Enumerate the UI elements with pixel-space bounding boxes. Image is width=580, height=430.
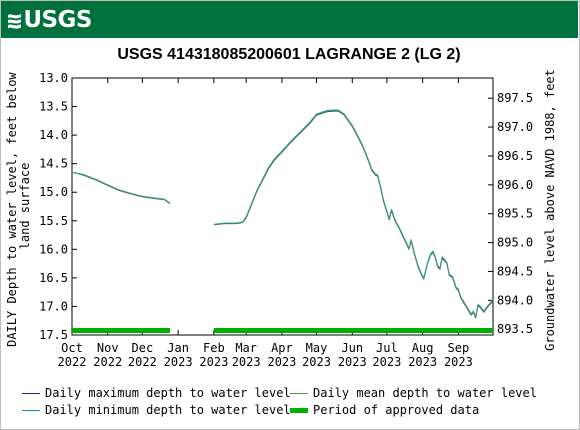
left-tick-label: 14.0 <box>39 128 68 142</box>
series-line-mean <box>71 171 171 204</box>
right-tick-label: 896.5 <box>497 149 533 163</box>
chart-legend: Daily maximum depth to water level Daily… <box>22 385 562 423</box>
x-tick-month: Nov <box>97 341 119 355</box>
right-tick-label: 893.5 <box>497 322 533 336</box>
x-tick-year: 2023 <box>372 355 401 369</box>
right-tick-label: 894.0 <box>497 293 533 307</box>
left-tick-label: 16.0 <box>39 242 68 256</box>
legend-item-max: Daily maximum depth to water level <box>22 385 291 401</box>
legend-swatch-max <box>22 392 40 394</box>
left-tick-label: 17.0 <box>39 299 68 313</box>
x-tick-month: Sep <box>448 341 470 355</box>
x-tick-year: 2023 <box>267 355 296 369</box>
x-tick-year: 2023 <box>199 355 228 369</box>
x-tick-month: Jul <box>376 341 398 355</box>
x-tick-month: Feb <box>203 341 225 355</box>
x-tick-year: 2023 <box>444 355 473 369</box>
plot-area <box>71 77 494 336</box>
x-tick-month: Aug <box>412 341 434 355</box>
left-tick-label: 13.0 <box>39 71 68 85</box>
approved-data-bars <box>72 328 494 333</box>
series-line-max <box>71 171 171 205</box>
right-tick-label: 895.0 <box>497 236 533 250</box>
x-tick-month: May <box>306 341 328 355</box>
usgs-banner: USGS <box>1 1 578 38</box>
series-line-min <box>213 109 494 318</box>
x-tick-month: Jun <box>341 341 363 355</box>
right-tick-label: 896.0 <box>497 178 533 192</box>
right-tick-label: 897.5 <box>497 91 533 105</box>
right-tick-label: 897.0 <box>497 120 533 134</box>
x-tick-year: 2023 <box>408 355 437 369</box>
x-tick-year: 2023 <box>338 355 367 369</box>
left-tick-label: 15.0 <box>39 185 68 199</box>
approved-period-bar <box>72 328 171 333</box>
x-tick-month: Jan <box>167 341 189 355</box>
x-tick-year: 2023 <box>302 355 331 369</box>
usgs-wave-icon <box>8 13 22 29</box>
legend-swatch-approved <box>290 407 308 413</box>
approved-period-bar <box>213 328 494 333</box>
left-axis-label: DAILY Depth to water level, feet below l… <box>5 65 32 347</box>
x-tick-month: Dec <box>132 341 154 355</box>
x-tick-month: Apr <box>271 341 293 355</box>
right-tick-label: 894.5 <box>497 264 533 278</box>
left-tick-label: 15.5 <box>39 214 68 228</box>
series-line-mean <box>213 110 494 318</box>
x-tick-year: 2022 <box>128 355 157 369</box>
series-line-max <box>213 110 494 319</box>
left-tick-label: 17.5 <box>39 328 68 342</box>
x-tick-year: 2023 <box>164 355 193 369</box>
left-tick-label: 16.5 <box>39 271 68 285</box>
legend-label-mean: Daily mean depth to water level <box>313 386 537 400</box>
legend-label-min: Daily minimum depth to water level <box>45 403 291 417</box>
legend-item-mean: Daily mean depth to water level <box>290 385 537 401</box>
x-tick-month: Mar <box>235 341 257 355</box>
x-tick-month: Oct <box>61 341 83 355</box>
left-tick-label: 13.5 <box>39 100 68 114</box>
chart-title: USGS 414318085200601 LAGRANGE 2 (LG 2) <box>117 46 460 63</box>
x-tick-year: 2022 <box>93 355 122 369</box>
right-axis-label: Groundwater level above NAVD 1988, feet <box>543 69 557 351</box>
right-tick-label: 895.5 <box>497 207 533 221</box>
legend-label-approved: Period of approved data <box>313 403 480 417</box>
axes-group: 13.0 13.5 14.0 14.5 15.0 15.5 16.0 16.5 17.0 17.5… <box>39 71 533 369</box>
x-tick-year: 2022 <box>58 355 87 369</box>
legend-label-max: Daily maximum depth to water level <box>45 386 291 400</box>
legend-swatch-mean <box>290 392 308 394</box>
usgs-logo-text: USGS <box>23 7 92 33</box>
legend-swatch-min <box>22 409 40 411</box>
groundwater-chart: USGS 414318085200601 LAGRANGE 2 (LG 2) 1… <box>5 46 557 369</box>
series-lines <box>71 109 494 319</box>
x-tick-year: 2023 <box>232 355 261 369</box>
left-tick-label: 14.5 <box>39 157 68 171</box>
legend-item-approved: Period of approved data <box>290 402 479 418</box>
usgs-logo[interactable]: USGS <box>8 7 92 34</box>
legend-item-min: Daily minimum depth to water level <box>22 402 291 418</box>
